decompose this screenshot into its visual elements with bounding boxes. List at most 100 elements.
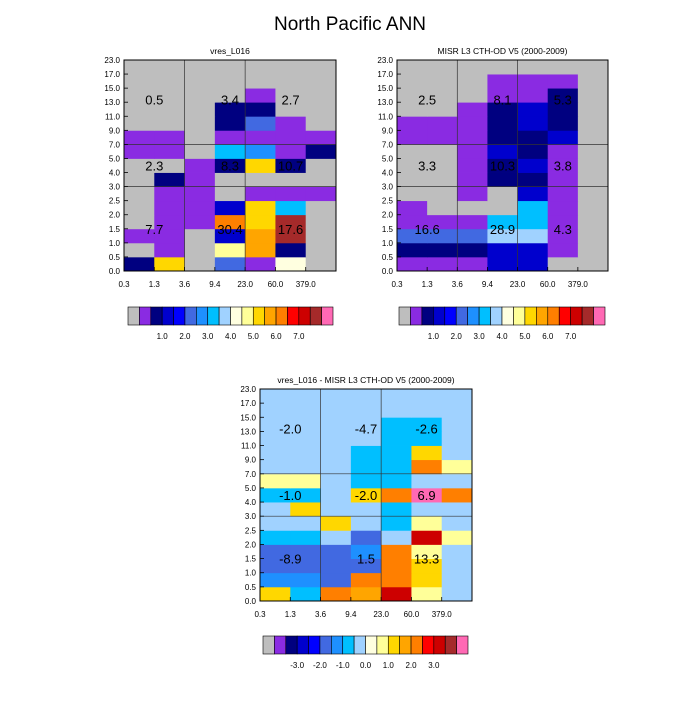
cell-value-label: 1.5 — [357, 552, 375, 567]
colorbar-label: 1.0 — [383, 661, 395, 670]
heatmap-cell — [577, 144, 609, 159]
heatmap-cell — [124, 228, 155, 244]
heatmap-cell — [320, 389, 352, 404]
heatmap-cell — [441, 558, 473, 574]
heatmap-cell — [441, 516, 473, 531]
heatmap-cell — [154, 130, 185, 145]
heatmap-cell — [441, 572, 473, 588]
heatmap-cell — [305, 60, 337, 75]
heatmap-cell — [320, 544, 352, 559]
heatmap-cell — [457, 172, 488, 187]
heatmap-cell — [214, 116, 246, 131]
heatmap-cell — [260, 586, 291, 602]
y-tick-label: 7.0 — [109, 140, 121, 149]
heatmap-cell — [275, 200, 307, 216]
heatmap-cell — [411, 473, 443, 489]
heatmap-cell — [487, 88, 518, 103]
heatmap-cell — [427, 256, 458, 272]
y-tick-label: 7.0 — [382, 140, 394, 149]
heatmap-cell — [517, 242, 549, 258]
heatmap-cell — [427, 200, 458, 216]
heatmap-cell — [411, 544, 443, 559]
heatmap-cell — [214, 144, 246, 159]
colorbar-swatch — [433, 306, 446, 326]
heatmap-cell — [397, 172, 428, 187]
colorbar-label: 2.0 — [179, 332, 191, 341]
heatmap-cell — [350, 445, 382, 461]
heatmap-cell — [260, 544, 291, 559]
colorbar-swatch — [230, 306, 243, 326]
x-tick-label: 3.6 — [452, 280, 464, 289]
colorbar-swatch — [309, 306, 322, 326]
heatmap-cell — [411, 558, 443, 574]
heatmap-cell — [397, 102, 428, 117]
heatmap-cell — [397, 74, 428, 89]
y-tick-label: 5.0 — [109, 154, 121, 163]
y-tick-label: 9.0 — [245, 456, 257, 465]
heatmap-cell — [427, 186, 458, 202]
panel-misr-observations: MISR L3 CTH-OD V5 (2000-2009) 0.3 1.3 3.6 9.… — [377, 46, 609, 341]
y-tick-label: 4.0 — [109, 169, 121, 178]
colorbar-swatch — [433, 635, 446, 655]
x-tick-label: 0.3 — [391, 280, 403, 289]
heatmap-cell — [547, 214, 579, 230]
heatmap-cell — [577, 172, 609, 187]
heatmap-cell — [517, 228, 549, 244]
heatmap-cell — [457, 256, 488, 272]
y-tick-label: 2.0 — [109, 211, 121, 220]
heatmap-cell — [441, 389, 473, 404]
heatmap-cell — [245, 186, 276, 202]
colorbar-swatch — [196, 306, 209, 326]
heatmap-cell — [124, 102, 155, 117]
cell-value-label: -8.9 — [279, 552, 301, 567]
colorbar-swatch — [455, 306, 468, 326]
colorbar-swatch — [161, 306, 174, 326]
heatmap-cell — [214, 186, 246, 202]
heatmap-cell — [457, 102, 488, 117]
y-tick-label: 17.0 — [104, 70, 120, 79]
heatmap-cell — [397, 228, 428, 244]
y-tick-label: 15.0 — [377, 84, 393, 93]
y-tick-label: 5.0 — [382, 154, 394, 163]
heatmap-cell — [547, 88, 579, 103]
y-tick-label: 4.0 — [382, 169, 394, 178]
heatmap-cell — [517, 186, 549, 202]
heatmap-cell — [124, 242, 155, 258]
heatmap-cell — [320, 403, 352, 418]
heatmap-cell — [411, 431, 443, 446]
heatmap-cell — [350, 487, 382, 503]
heatmap-cell — [577, 102, 609, 117]
heatmap-cell — [320, 558, 352, 574]
heatmap-cell — [517, 130, 549, 145]
heatmap-cell — [381, 586, 412, 602]
y-tick-label: 1.0 — [382, 239, 394, 248]
heatmap-cell — [397, 186, 428, 202]
y-tick-label: 15.0 — [240, 413, 256, 422]
heatmap-cell — [214, 172, 246, 187]
heatmap-cell — [350, 558, 382, 574]
heatmap-cell — [290, 487, 321, 503]
heatmap-cell — [154, 256, 185, 272]
heatmap-cell — [427, 130, 458, 145]
heatmap-cell — [457, 60, 488, 75]
heatmap-cell — [381, 502, 412, 517]
heatmap-cell — [427, 172, 458, 187]
y-tick-label: 3.0 — [245, 512, 257, 521]
heatmap-cell — [577, 130, 609, 145]
y-tick-label: 2.5 — [109, 197, 121, 206]
y-tick-label: 4.0 — [245, 498, 257, 507]
heatmap-cell — [260, 516, 291, 531]
colorbar-label: 1.0 — [157, 332, 169, 341]
heatmap-cell — [290, 516, 321, 531]
heatmap-cell — [214, 228, 246, 244]
y-tick-label: 3.0 — [109, 183, 121, 192]
x-tick-label: 60.0 — [404, 610, 420, 619]
heatmap-cell — [547, 74, 579, 89]
heatmap-cell — [154, 186, 185, 202]
heatmap-cell — [517, 144, 549, 159]
heatmap-cell — [381, 558, 412, 574]
heatmap-cell — [577, 116, 609, 131]
heatmap-cell — [305, 200, 337, 216]
x-tick-label: 0.3 — [254, 610, 266, 619]
